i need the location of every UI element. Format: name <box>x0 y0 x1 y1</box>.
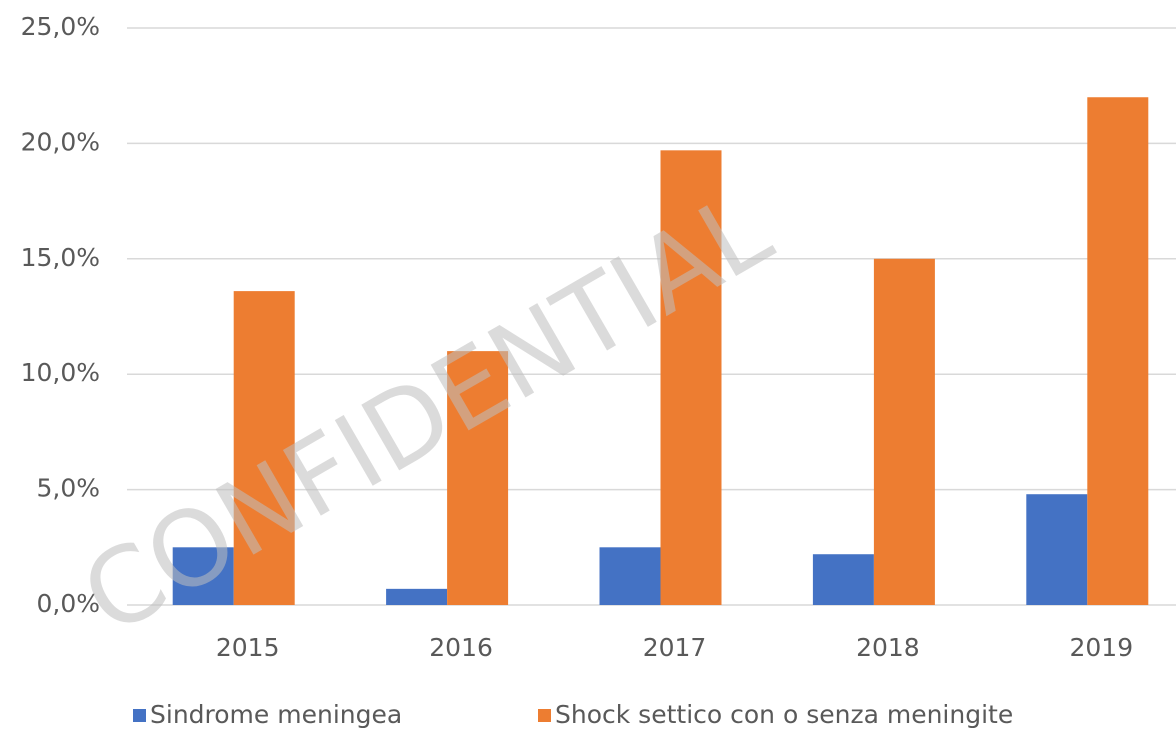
bar <box>599 547 661 605</box>
y-tick-label: 20,0% <box>21 127 100 156</box>
legend-swatch <box>538 709 551 722</box>
bar <box>873 258 935 605</box>
y-tick-label: 10,0% <box>21 358 100 387</box>
bar <box>1026 494 1088 605</box>
x-tick-label: 2015 <box>216 633 280 662</box>
legend-label: Sindrome meningea <box>150 700 402 729</box>
bar <box>233 291 295 605</box>
x-tick-label: 2016 <box>429 633 493 662</box>
bar <box>447 351 509 605</box>
x-tick-label: 2019 <box>1069 633 1133 662</box>
bar <box>660 150 722 605</box>
y-tick-label: 5,0% <box>36 474 100 503</box>
x-tick-label: 2018 <box>856 633 920 662</box>
y-tick-label: 25,0% <box>21 12 100 41</box>
y-tick-label: 0,0% <box>36 589 100 618</box>
bar <box>386 588 448 605</box>
bar <box>1087 97 1149 606</box>
bar <box>812 554 874 605</box>
plot-area: 0,0% 5,0% 10,0% 15,0% 20,0% 25,0% 2015 2016 2017… <box>21 12 1176 729</box>
legend-label: Shock settico con o senza meningite <box>555 700 1013 729</box>
legend-swatch <box>133 709 146 722</box>
bar <box>172 547 234 605</box>
y-tick-label: 15,0% <box>21 243 100 272</box>
x-tick-label: 2017 <box>643 633 707 662</box>
